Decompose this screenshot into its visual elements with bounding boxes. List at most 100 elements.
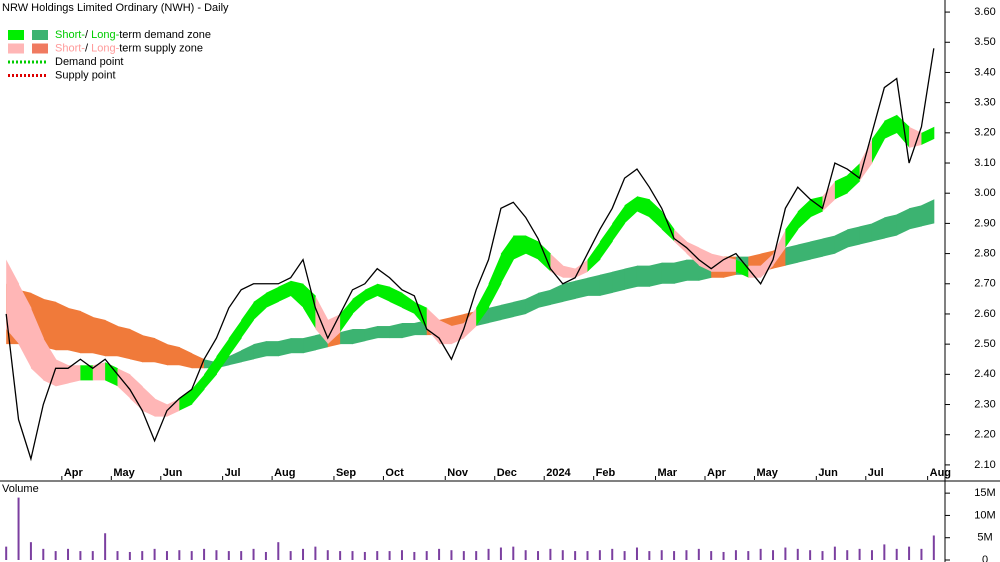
y-tick-label: 5M [977,532,992,544]
zone-segment [909,126,922,148]
volume-bar [833,546,836,560]
zone-segment [439,320,452,345]
zone-segment [303,335,316,354]
zone-segment [265,286,279,308]
x-tick-label: May [756,467,778,479]
zone-segment [500,301,514,320]
volume-bar [215,550,218,560]
volume-bar [734,550,737,560]
zone-segment [859,223,873,245]
zone-segment [228,320,242,357]
y-tick-label: 3.30 [974,97,995,109]
legend-text: term supply zone [119,42,203,54]
zone-segment [674,229,687,254]
legend-label: Demand point [55,56,124,68]
zone-segment [352,329,366,345]
volume-bar [29,542,32,560]
volume-bar [116,551,119,560]
y-tick-label: 3.00 [974,187,995,199]
zone-segment [278,280,292,302]
zone-segment [117,326,131,360]
volume-bar [450,550,453,560]
legend-label: Short-/ Long-term demand zone [55,29,211,41]
volume-bar [660,550,663,560]
legend-text: term demand zone [119,29,211,41]
volume-bar [462,551,465,560]
zone-segment [488,304,502,324]
volume-bar [5,546,8,560]
x-tick-label: Feb [596,467,616,479]
zone-segment [636,265,650,287]
legend-label: Supply point [55,69,116,81]
volume-bar [376,551,379,560]
zone-segment [723,256,737,272]
zone-segment [785,211,799,248]
volume-bar [561,550,564,560]
volume-bar [710,551,713,560]
zone-segment [748,265,762,278]
zone-segment [797,241,811,263]
zone-segment [364,326,378,342]
zone-segment [575,277,588,299]
zone-segment [105,320,118,357]
zone-segment [909,205,922,230]
price-line [5,48,935,462]
volume-bar [475,551,478,560]
volume-bar [685,550,688,560]
zone-segment [587,241,601,272]
zone-segment [154,338,168,366]
volume-bar [339,551,342,560]
zone-segment [364,283,378,302]
y-tick-label: 2.60 [974,308,995,320]
zone-segment [451,323,465,345]
zone-segment [513,298,527,317]
volume-bar [351,551,354,560]
zone-segment [847,226,861,248]
zone-segment [649,199,663,230]
zone-segment [377,326,391,339]
zone-segment [6,259,20,345]
y-tick-label: 2.30 [974,398,995,410]
volume-bar [895,548,898,560]
zone-segment [649,262,663,287]
zone-segment [401,323,415,339]
zone-segment [636,196,650,218]
y-tick-label: 2.90 [974,217,995,229]
zone-segment [80,365,94,381]
y-tick-label: 0 [982,554,988,562]
zone-segment [265,341,279,357]
volume-bar [277,542,280,560]
zone-segment [785,244,799,266]
zone-segment [612,205,626,242]
zone-segment [871,120,885,164]
y-tick-label: 2.20 [974,429,995,441]
volume-bar [524,550,527,560]
zone-segment [241,344,255,363]
zone-segment [661,211,675,242]
x-tick-label: Jun [818,467,838,479]
zone-segment [735,259,749,278]
zone-segment [117,368,131,399]
zone-segment [352,289,366,314]
zone-segment [68,307,81,354]
zone-segment [834,229,848,254]
volume-bar [388,551,391,560]
volume-bar [91,551,94,560]
zone-segment [389,286,403,308]
zone-segment [834,175,848,200]
volume-bar [314,546,317,560]
legend-text: Supply point [55,69,116,81]
volume-bar [252,548,255,560]
volume-bar [574,551,577,560]
zone-segment [68,365,81,384]
zone-segment [241,301,255,339]
x-tick-label: Jul [225,467,241,479]
zone-segment [166,398,180,417]
zone-segment [30,307,44,381]
zone-segment [18,283,32,369]
volume-bar [227,551,230,560]
zone-segment [142,335,156,363]
volume-bar [425,551,428,560]
volume-bar [549,548,552,560]
